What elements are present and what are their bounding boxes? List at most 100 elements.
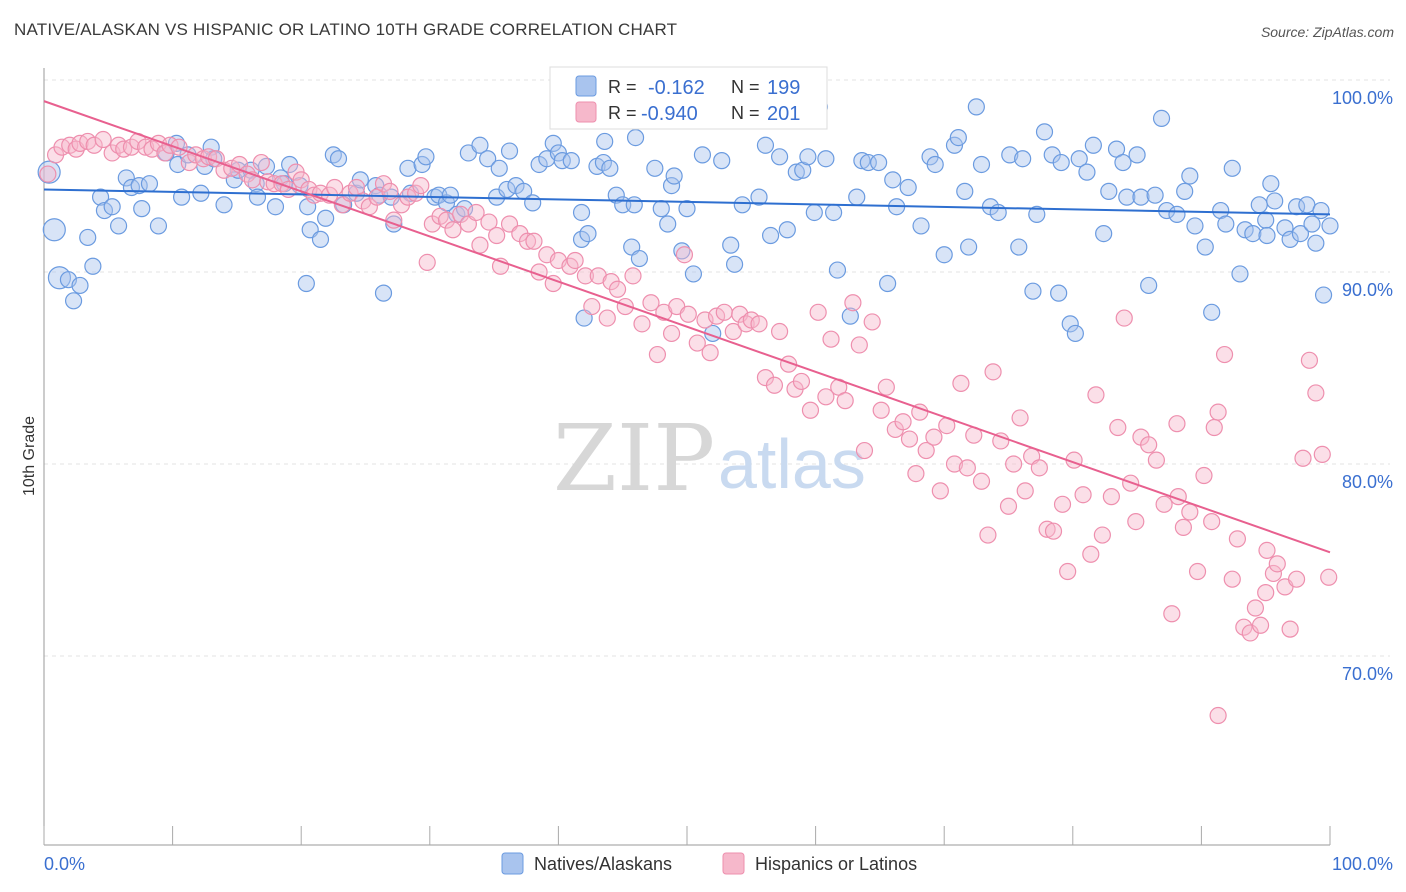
point-hispanics-latinos: [822, 330, 840, 348]
point-natives-alaskans: [1050, 284, 1068, 302]
point-natives-alaskans: [149, 217, 168, 235]
legend-n-value-blue: 199: [767, 77, 800, 99]
point-hispanics-latinos: [608, 280, 627, 298]
point-hispanics-latinos: [1181, 503, 1199, 521]
point-natives-alaskans: [828, 261, 847, 279]
y-axis-title: 10th Grade: [21, 416, 38, 496]
point-hispanics-latinos: [412, 177, 430, 195]
point-natives-alaskans: [311, 230, 330, 248]
point-natives-alaskans: [1231, 265, 1249, 283]
point-natives-alaskans: [601, 159, 619, 177]
point-hispanics-latinos: [642, 294, 660, 312]
point-hispanics-latinos: [136, 138, 155, 156]
point-hispanics-latinos: [952, 374, 970, 392]
point-natives-alaskans: [103, 198, 121, 216]
point-natives-alaskans: [417, 148, 435, 166]
point-hispanics-latinos: [1074, 486, 1092, 504]
point-hispanics-latinos: [701, 344, 719, 362]
point-natives-alaskans: [630, 249, 649, 268]
point-hispanics-latinos: [801, 401, 820, 419]
point-hispanics-latinos: [1174, 518, 1192, 536]
point-hispanics-latinos: [984, 363, 1002, 381]
point-hispanics-latinos: [715, 303, 733, 321]
point-hispanics-latinos: [143, 140, 161, 158]
point-hispanics-latinos: [624, 267, 642, 285]
bottom-legend-swatch-blue: [501, 852, 524, 875]
point-hispanics-latinos: [1140, 436, 1158, 454]
point-hispanics-latinos: [1215, 345, 1234, 364]
point-natives-alaskans: [579, 225, 597, 243]
point-hispanics-latinos: [925, 428, 943, 446]
point-hispanics-latinos: [1102, 488, 1120, 506]
point-hispanics-latinos: [1168, 415, 1186, 433]
point-hispanics-latinos: [252, 153, 270, 172]
legend-n-label-blue: N =: [731, 77, 760, 97]
point-natives-alaskans: [659, 215, 677, 233]
point-natives-alaskans: [1236, 221, 1254, 239]
point-natives-alaskans: [374, 284, 393, 302]
point-hispanics-latinos: [1268, 555, 1286, 573]
bottom-legend-label-blue: Natives/Alaskans: [534, 854, 672, 874]
point-natives-alaskans: [471, 136, 489, 154]
point-hispanics-latinos: [480, 213, 498, 231]
point-natives-alaskans: [441, 186, 459, 204]
point-natives-alaskans: [1028, 205, 1046, 223]
x-ticks: [43, 826, 1331, 845]
legend-n-label-pink: N =: [731, 103, 760, 123]
y-tick-label: 90.0%: [1342, 280, 1393, 300]
point-hispanics-latinos: [1307, 384, 1325, 402]
point-hispanics-latinos: [326, 178, 344, 197]
point-hispanics-latinos: [792, 372, 811, 391]
legend-r-value-blue: -0.162: [648, 77, 705, 99]
point-natives-alaskans: [750, 188, 768, 206]
point-natives-alaskans: [1014, 150, 1032, 168]
point-hispanics-latinos: [1053, 495, 1072, 513]
point-natives-alaskans: [490, 159, 508, 177]
point-natives-alaskans: [1128, 146, 1146, 164]
point-natives-alaskans: [678, 200, 696, 218]
point-natives-alaskans: [1258, 226, 1276, 245]
point-hispanics-latinos: [877, 378, 895, 396]
point-natives-alaskans: [399, 159, 417, 177]
point-hispanics-latinos: [770, 322, 789, 341]
point-hispanics-latinos: [354, 192, 372, 210]
point-natives-alaskans: [817, 150, 835, 168]
point-natives-alaskans: [84, 257, 102, 275]
point-hispanics-latinos: [1281, 620, 1299, 638]
point-natives-alaskans: [1114, 153, 1132, 172]
point-natives-alaskans: [1257, 211, 1275, 229]
point-hispanics-latinos: [1038, 520, 1056, 538]
point-hispanics-latinos: [872, 401, 890, 419]
point-hispanics-latinos: [675, 246, 694, 264]
point-hispanics-latinos: [662, 324, 681, 343]
point-hispanics-latinos: [999, 497, 1018, 515]
bottom-legend: Natives/Alaskans Hispanics or Latinos: [501, 852, 917, 875]
point-hispanics-latinos: [1016, 482, 1034, 500]
point-natives-alaskans: [1186, 217, 1204, 235]
legend-swatch-blue: [575, 75, 597, 97]
point-hispanics-latinos: [1205, 418, 1223, 437]
trend-lines: [43, 100, 1331, 554]
point-natives-alaskans: [1070, 150, 1088, 168]
point-hispanics-latinos: [894, 413, 912, 431]
point-hispanics-latinos: [707, 307, 726, 325]
point-natives-alaskans: [71, 276, 89, 295]
point-natives-alaskans: [42, 218, 66, 242]
point-natives-alaskans: [652, 200, 670, 218]
point-natives-alaskans: [1035, 123, 1054, 141]
point-natives-alaskans: [572, 203, 591, 222]
point-natives-alaskans: [626, 129, 645, 147]
point-hispanics-latinos: [223, 159, 241, 177]
point-natives-alaskans: [1066, 324, 1084, 343]
point-hispanics-latinos: [341, 184, 359, 202]
point-hispanics-latinos: [809, 303, 827, 321]
point-natives-alaskans: [848, 188, 866, 206]
point-natives-alaskans: [1223, 159, 1241, 177]
point-natives-alaskans: [1321, 217, 1339, 235]
point-hispanics-latinos: [488, 226, 506, 245]
series-natives-alaskans: [37, 94, 1339, 343]
point-hispanics-latinos: [1258, 541, 1276, 560]
point-hispanics-latinos: [1155, 495, 1173, 513]
point-hispanics-latinos: [945, 455, 964, 473]
trend-line-hispanics-latinos: [43, 100, 1331, 554]
